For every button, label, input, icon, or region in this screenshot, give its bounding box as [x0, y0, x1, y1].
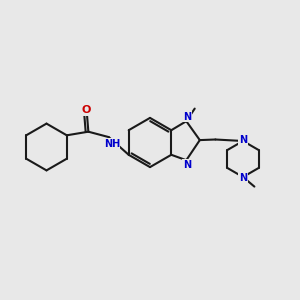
Text: N: N — [239, 172, 247, 183]
Text: NH: NH — [103, 139, 120, 149]
Text: N: N — [183, 160, 191, 170]
Text: N: N — [183, 112, 191, 122]
Text: N: N — [239, 135, 247, 146]
Text: O: O — [82, 105, 91, 115]
